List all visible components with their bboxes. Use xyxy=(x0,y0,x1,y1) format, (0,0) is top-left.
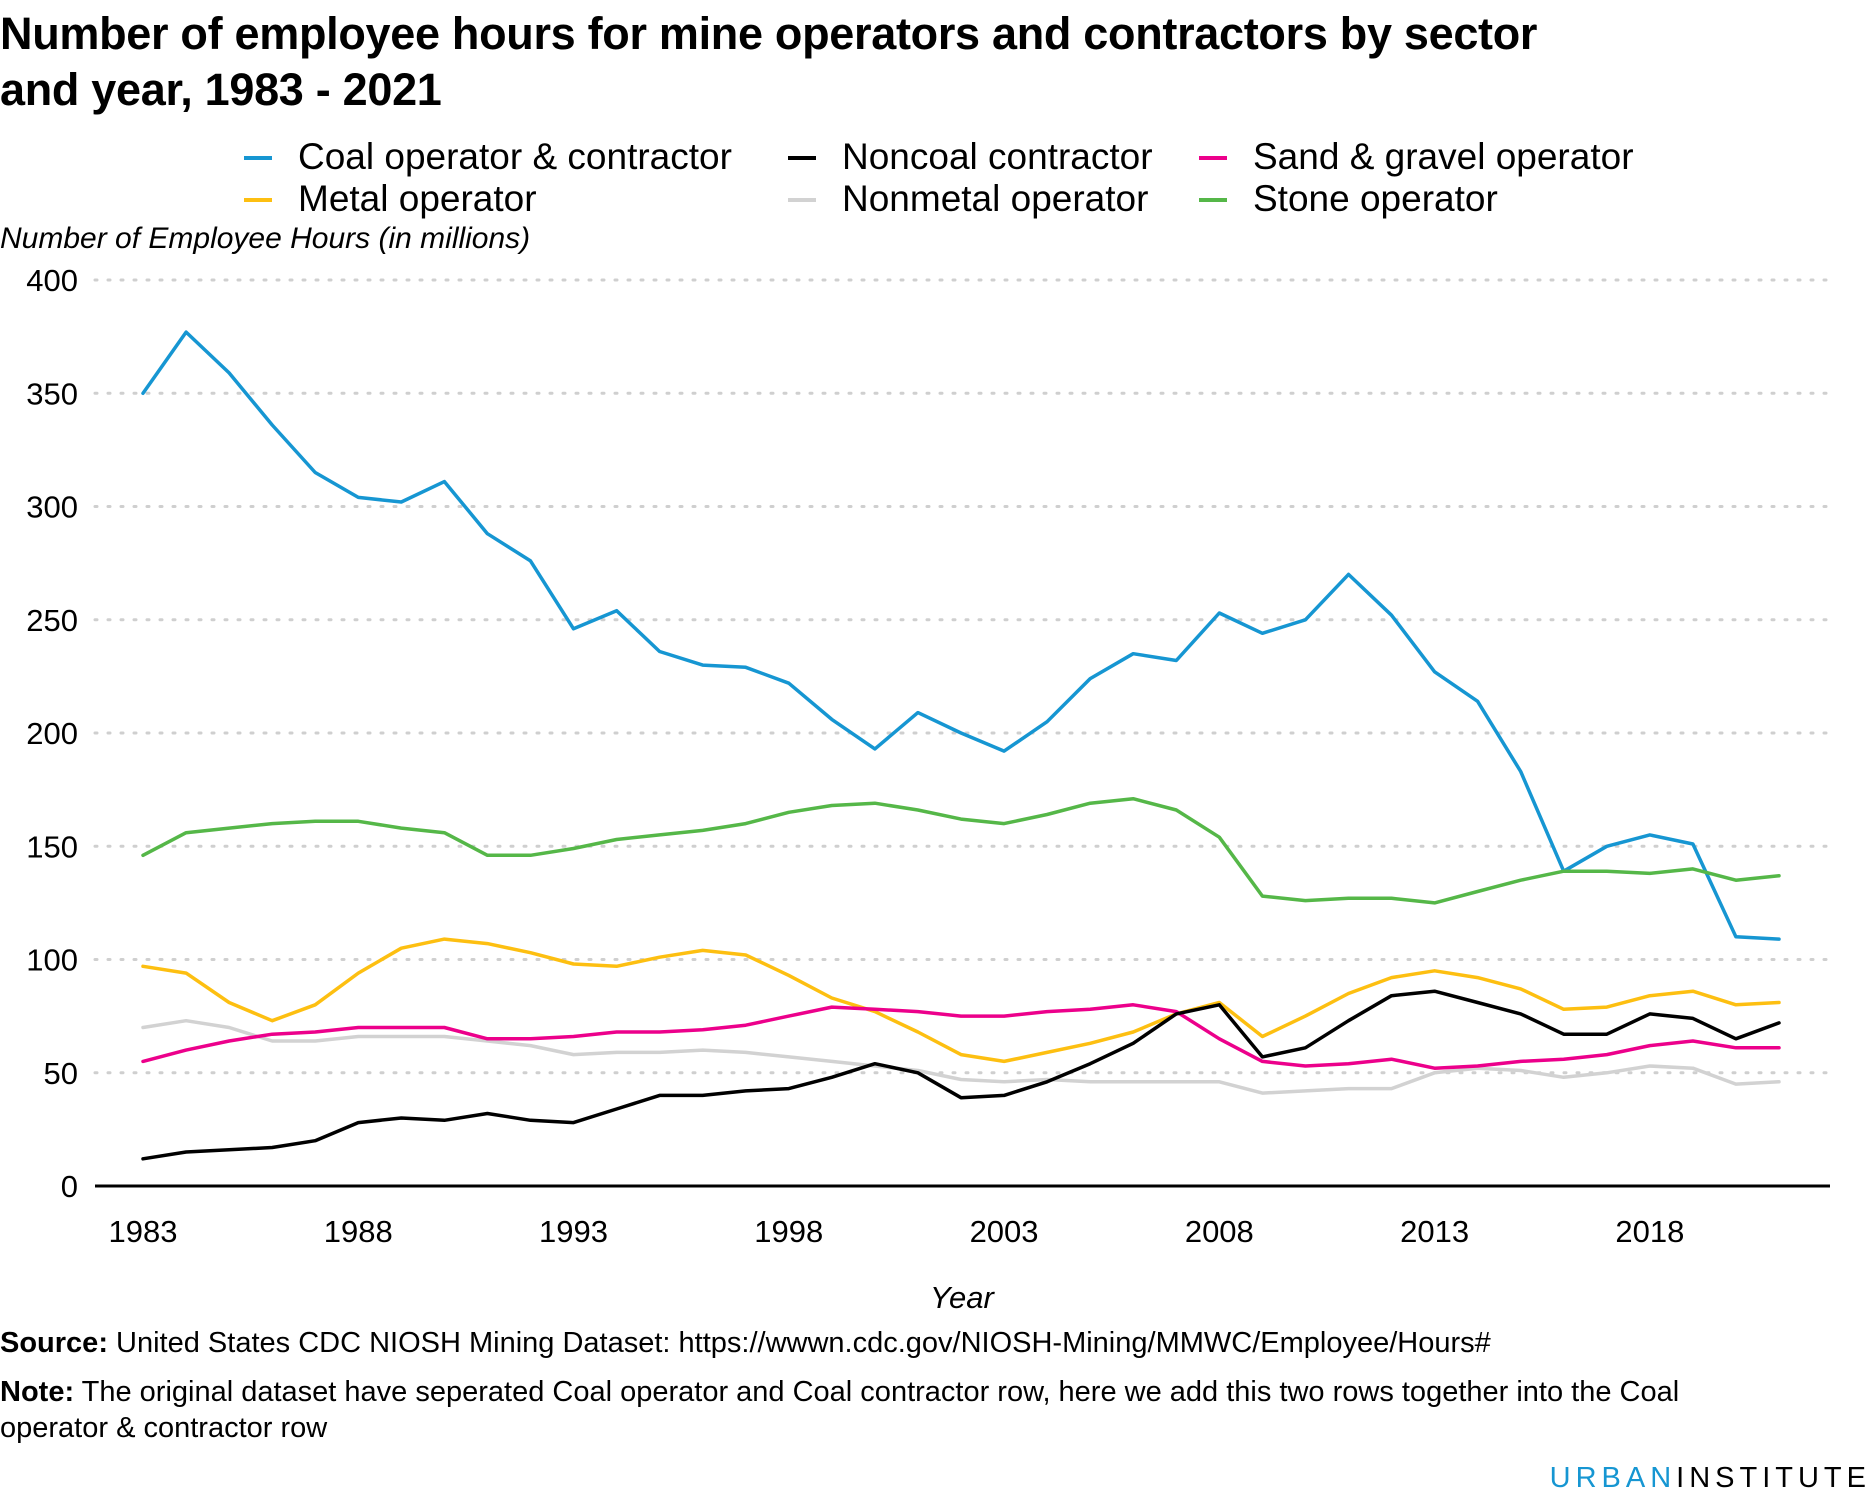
brand-institute: INSTITUTE xyxy=(1676,1462,1871,1494)
note-block: Note: The original dataset have seperate… xyxy=(0,1374,1875,1446)
x-tick-label-1998: 1998 xyxy=(754,1214,823,1249)
x-tick-label-1993: 1993 xyxy=(539,1214,608,1249)
y-tick-label-350: 350 xyxy=(26,376,78,411)
legend-label-coal: Coal operator & contractor xyxy=(298,136,732,177)
legend-swatch-sand-gravel xyxy=(1199,156,1227,160)
y-tick-label-100: 100 xyxy=(26,943,78,978)
series-line-nonmetal-operator xyxy=(141,1018,1781,1095)
series-line-sand-gravel-operator xyxy=(141,1003,1781,1070)
gridlines xyxy=(93,278,1832,1075)
source-line: Source: United States CDC NIOSH Mining D… xyxy=(0,1327,1491,1360)
legend-swatch-coal xyxy=(244,156,272,160)
x-tick-label-2008: 2008 xyxy=(1185,1214,1254,1249)
x-axis-ticks: 1983 1988 1993 1998 2003 2008 2013 2018 xyxy=(109,1214,1685,1249)
y-tick-label-150: 150 xyxy=(26,829,78,864)
y-axis-ticks: 0 50 100 150 200 250 300 350 400 xyxy=(26,263,78,1204)
y-tick-label-250: 250 xyxy=(26,603,78,638)
x-tick-label-2003: 2003 xyxy=(970,1214,1039,1249)
legend-swatch-nonmetal xyxy=(788,198,816,202)
x-tick-label-2013: 2013 xyxy=(1400,1214,1469,1249)
note-text-line2: operator & contractor row xyxy=(0,1412,328,1444)
note-text-line1: The original dataset have seperated Coal… xyxy=(74,1376,1680,1408)
x-tick-label-1983: 1983 xyxy=(109,1214,178,1249)
legend-swatch-metal xyxy=(244,198,272,202)
legend-label-noncoal-contractor: Noncoal contractor xyxy=(842,136,1153,177)
x-tick-label-2018: 2018 xyxy=(1615,1214,1684,1249)
x-axis-title: Year xyxy=(930,1280,994,1315)
legend-label-sand-gravel: Sand & gravel operator xyxy=(1253,136,1634,177)
legend-swatch-stone xyxy=(1199,198,1227,202)
urban-institute-logo: URBANINSTITUTE xyxy=(1550,1462,1871,1495)
series-lines xyxy=(141,330,1781,1161)
note-label: Note: xyxy=(0,1376,75,1408)
y-tick-label-0: 0 xyxy=(61,1169,78,1204)
series-line-stone-operator xyxy=(141,796,1781,905)
x-tick-label-1988: 1988 xyxy=(324,1214,393,1249)
y-tick-label-400: 400 xyxy=(26,263,78,298)
legend-swatch-noncoal-contractor xyxy=(788,156,816,160)
chart-title: Number of employee hours for mine operat… xyxy=(0,8,1538,115)
series-line-metal-operator xyxy=(141,937,1781,1064)
legend-label-metal: Metal operator xyxy=(298,178,537,219)
y-tick-label-300: 300 xyxy=(26,490,78,525)
series-line-noncoal-contractor xyxy=(141,989,1781,1161)
legend-label-stone: Stone operator xyxy=(1253,178,1498,219)
source-label: Source: xyxy=(0,1327,108,1359)
y-axis-title: Number of Employee Hours (in millions) xyxy=(0,222,531,255)
y-tick-label-200: 200 xyxy=(26,716,78,751)
source-text: United States CDC NIOSH Mining Dataset: … xyxy=(107,1327,1491,1359)
legend-label-nonmetal: Nonmetal operator xyxy=(842,178,1149,219)
brand-urban: URBAN xyxy=(1549,1462,1677,1494)
series-line-coal-operator-contractor xyxy=(141,330,1781,941)
legend: Coal operator & contractor Noncoal contr… xyxy=(244,136,1744,226)
line-chart: 0 50 100 150 200 250 300 350 400 1983 1988 1993 199… xyxy=(26,263,1832,1249)
y-tick-label-50: 50 xyxy=(44,1056,78,1091)
